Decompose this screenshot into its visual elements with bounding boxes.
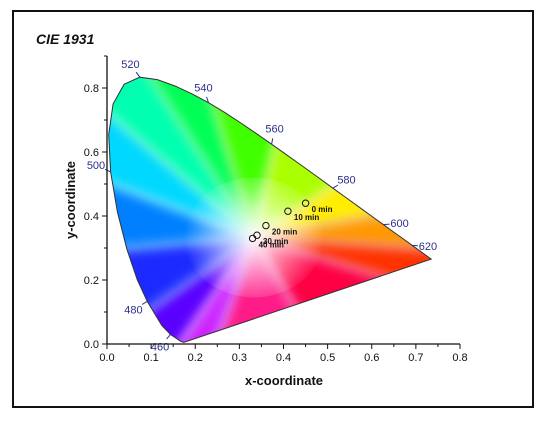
y-tick-label: 0.2	[84, 275, 99, 287]
chart-title: CIE 1931	[36, 31, 95, 47]
data-point	[248, 234, 257, 243]
data-point-label: 20 min	[272, 228, 297, 237]
x-tick-label: 0.2	[188, 352, 203, 364]
wavelength-tick	[104, 168, 111, 173]
x-tick-label: 0.6	[364, 352, 379, 364]
wavelength-tick	[141, 300, 148, 305]
data-point-label: 0 min	[312, 205, 333, 214]
wavelength-label: 480	[124, 305, 142, 317]
wavelength-tick	[166, 334, 171, 340]
x-tick-label: 0.3	[232, 352, 247, 364]
wavelength-label: 500	[87, 160, 105, 172]
data-point	[262, 221, 270, 230]
data-point	[301, 199, 310, 207]
wavelength-label: 620	[419, 241, 437, 253]
y-tick-label: 0.0	[84, 339, 99, 351]
x-tick-label: 0.5	[320, 352, 335, 364]
wavelength-tick	[206, 96, 209, 103]
x-tick-label: 0.4	[276, 352, 291, 364]
wavelength-tick	[383, 223, 390, 226]
wavelength-label: 600	[390, 218, 408, 230]
spectral-locus-outline	[108, 76, 433, 343]
x-tick-label: 0.8	[452, 352, 467, 364]
y-axis-title: y-coordinate	[63, 161, 78, 239]
wavelength-label: 580	[337, 175, 355, 187]
wavelength-label: 560	[265, 124, 283, 136]
data-point-label: 30 min	[263, 237, 288, 246]
y-tick-label: 0.8	[84, 83, 99, 95]
x-tick-label: 0.1	[143, 352, 158, 364]
x-tick-label: 0.0	[99, 352, 114, 364]
wavelength-tick	[271, 138, 274, 145]
wavelength-label: 520	[121, 59, 139, 71]
wavelength-tick	[332, 184, 339, 189]
data-point-label: 10 min	[294, 213, 319, 222]
x-tick-label: 0.7	[408, 352, 423, 364]
wavelength-label: 540	[194, 83, 212, 95]
x-axis-title: x-coordinate	[245, 373, 323, 388]
data-point-label: 40 min	[259, 240, 284, 249]
data-point	[284, 207, 292, 215]
wavelength-tick	[135, 71, 141, 78]
y-tick-label: 0.4	[84, 211, 99, 223]
y-tick-label: 0.6	[84, 147, 99, 159]
